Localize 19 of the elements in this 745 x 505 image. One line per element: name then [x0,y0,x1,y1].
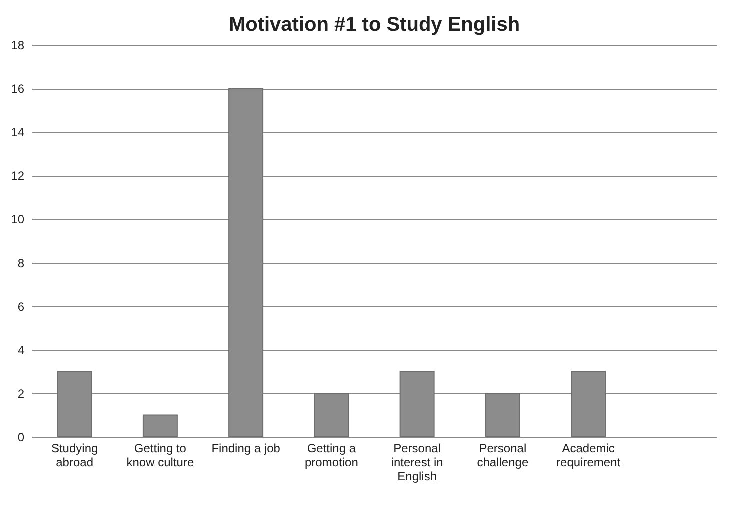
x-tick-label: Studying abroad [51,442,98,470]
x-tick-label: Finding a job [212,442,281,456]
y-tick-label: 16 [11,82,25,96]
x-tick-label: Personal challenge [477,442,529,470]
y-tick-label: 18 [11,38,25,52]
y-tick-label: 0 [18,430,25,444]
y-tick-label: 2 [18,386,25,401]
bar [142,414,178,438]
y-tick-label: 6 [18,300,25,314]
y-tick-label: 4 [18,343,25,358]
y-tick-label: 8 [18,256,25,270]
y-tick-label: 12 [11,169,25,184]
x-tick-label: Academic requirement [556,442,622,470]
chart-title: Motivation #1 to Study English [228,14,520,36]
y-tick-label: 14 [11,126,25,140]
x-tick-label: Getting a promotion [305,442,358,470]
x-tick-label: Getting to know culture [126,442,194,470]
x-tick-label: Personal interest in English [391,442,444,484]
y-tick-label: 10 [11,212,25,227]
